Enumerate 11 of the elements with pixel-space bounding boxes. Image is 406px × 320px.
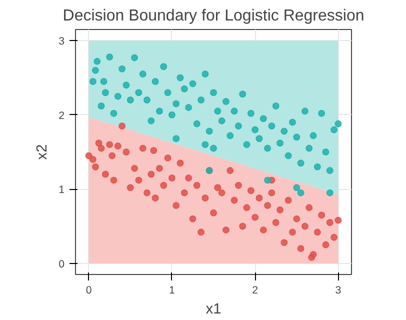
y-tick-label: 3	[58, 36, 65, 48]
y-axis-title: x2	[34, 144, 51, 160]
x-tick-label: 1	[168, 284, 175, 296]
x-axis-title: x1	[206, 302, 222, 318]
y-tick-label: 1	[58, 184, 65, 196]
y-tick-label: 2	[58, 110, 65, 122]
chart-title: Decision Boundary for Logistic Regression	[62, 8, 364, 24]
x-tick-label: 0	[86, 284, 92, 296]
y-tick-label: 0	[58, 258, 65, 270]
x-tick-label: 2	[252, 284, 258, 296]
x-tick-label: 3	[335, 284, 342, 296]
